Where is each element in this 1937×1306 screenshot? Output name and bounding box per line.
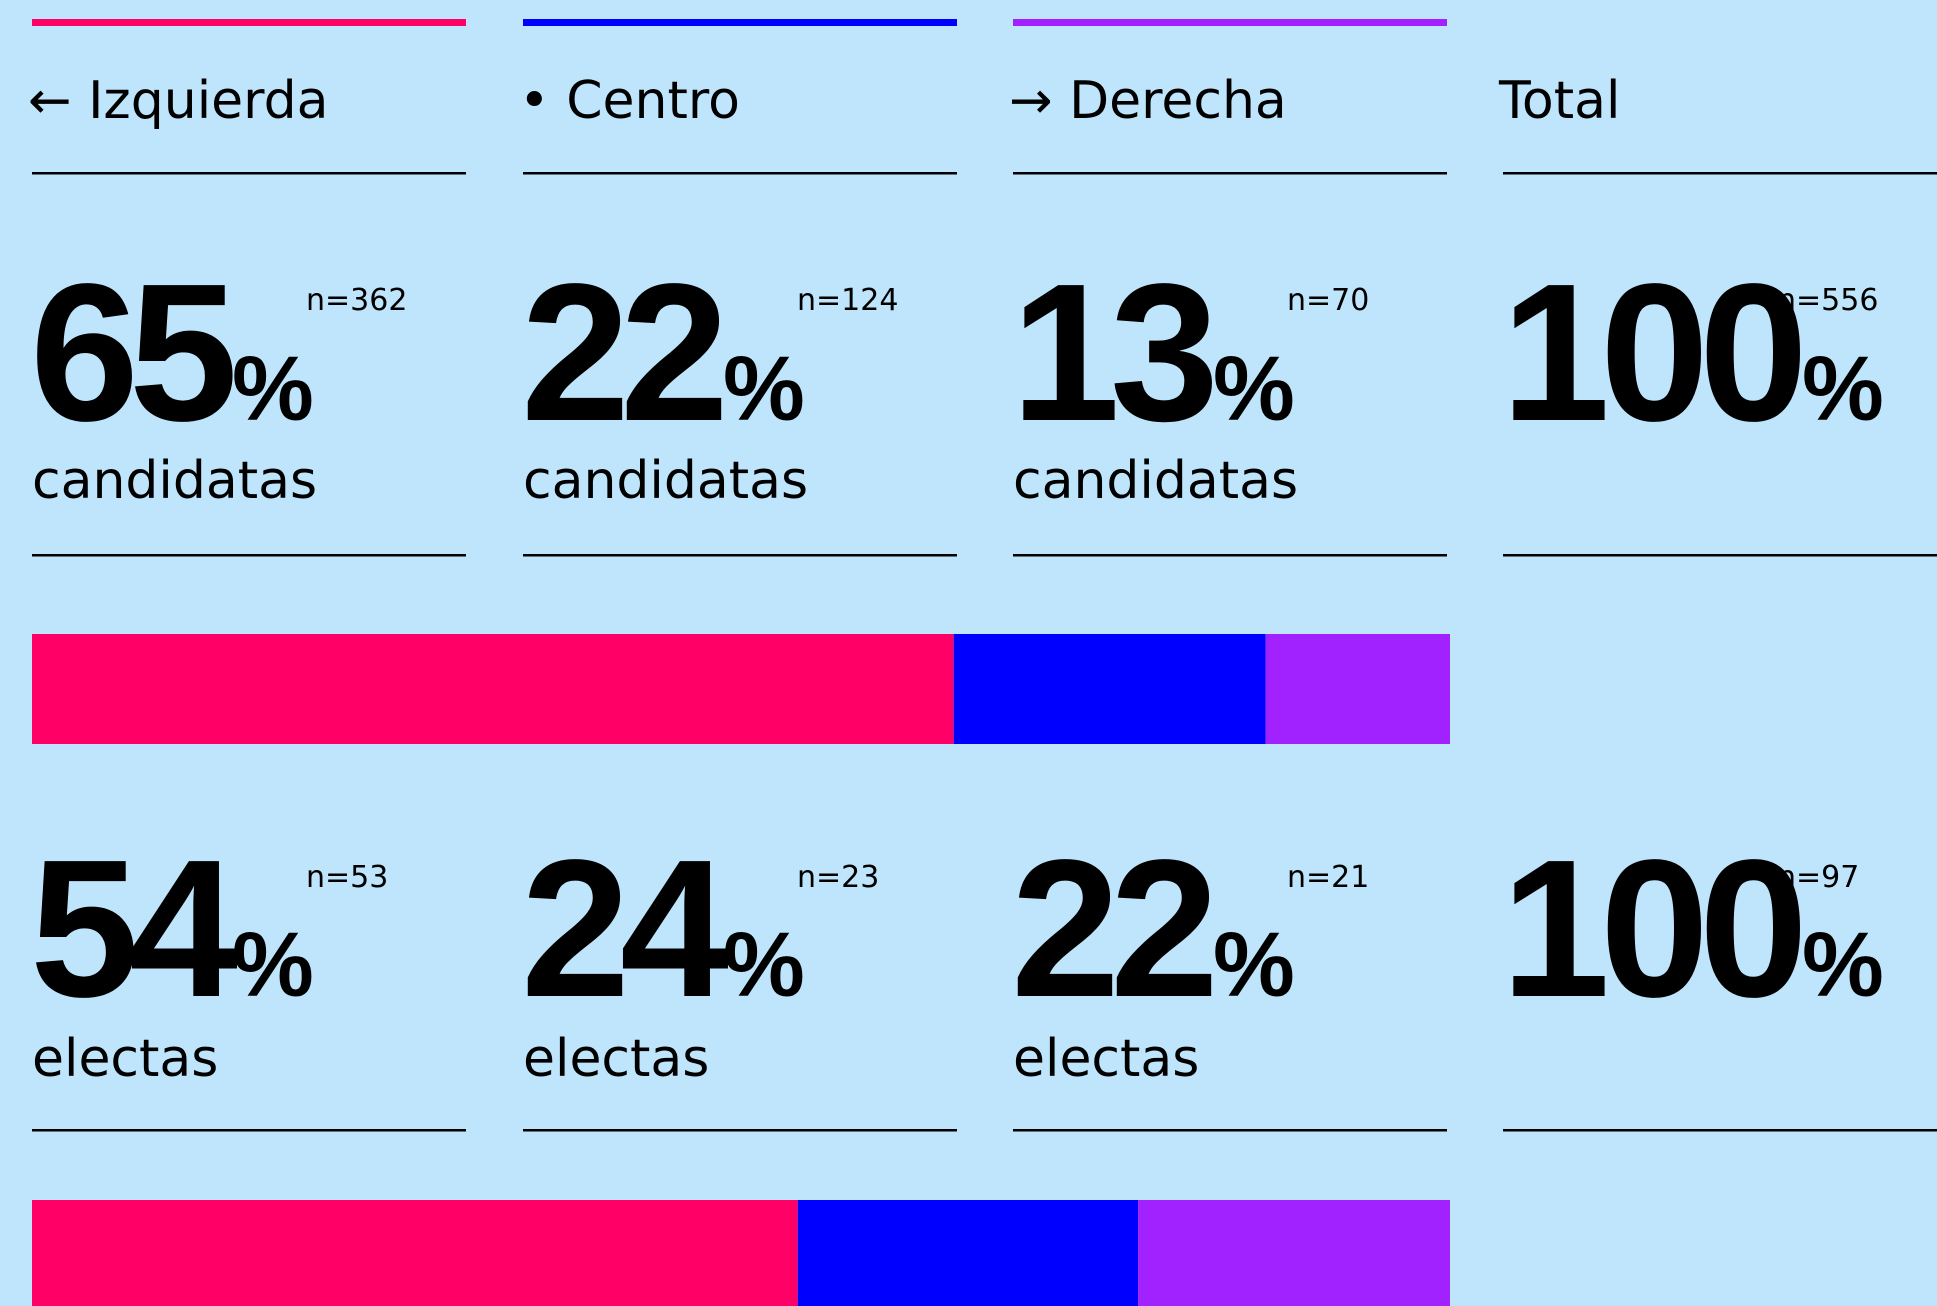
caption: electas — [1013, 1029, 1199, 1089]
column-color-line — [523, 19, 957, 26]
percent-sign: % — [232, 338, 314, 440]
bar-segment — [953, 634, 1266, 744]
divider — [1013, 172, 1447, 175]
column-header: • Centro — [519, 71, 740, 131]
percentage: 22 — [521, 243, 722, 462]
bar-segment — [797, 1200, 1139, 1306]
percentage: 100 — [1501, 243, 1800, 462]
column-color-line — [32, 19, 466, 26]
percentage: 24 — [521, 819, 728, 1038]
percent-sign: % — [1802, 914, 1884, 1016]
divider — [1503, 172, 1937, 175]
bar-segment — [1265, 634, 1450, 744]
sample-size: n=97 — [1777, 860, 1859, 895]
percent-sign: % — [723, 914, 805, 1016]
percent-sign: % — [1213, 338, 1295, 440]
divider — [523, 554, 957, 557]
divider — [32, 1129, 466, 1132]
divider — [32, 172, 466, 175]
divider — [1503, 1129, 1937, 1132]
divider — [1013, 554, 1447, 557]
percentage: 100 — [1501, 819, 1800, 1038]
divider — [523, 172, 957, 175]
divider — [32, 554, 466, 557]
percent-sign: % — [723, 338, 805, 440]
percent-sign: % — [1802, 338, 1884, 440]
caption: electas — [32, 1029, 218, 1089]
bar-segment — [32, 634, 954, 744]
column-color-line — [1013, 19, 1447, 26]
sample-size: n=124 — [797, 283, 898, 318]
column-header: ← Izquierda — [28, 71, 328, 131]
percent-sign: % — [232, 914, 314, 1016]
sample-size: n=362 — [306, 283, 407, 318]
caption: candidatas — [32, 451, 317, 511]
sample-size: n=21 — [1287, 860, 1369, 895]
percentage: 54 — [30, 819, 237, 1038]
divider — [1503, 554, 1937, 557]
percentage: 65 — [30, 243, 233, 462]
divider — [1013, 1129, 1447, 1132]
caption: electas — [523, 1029, 709, 1089]
bar-segment — [1138, 1200, 1450, 1306]
sample-size: n=70 — [1287, 283, 1369, 318]
divider — [523, 1129, 957, 1132]
percentage: 13 — [1011, 243, 1212, 462]
column-header: Total — [1498, 71, 1620, 131]
percent-sign: % — [1213, 914, 1295, 1016]
sample-size: n=556 — [1777, 283, 1878, 318]
column-header: → Derecha — [1009, 71, 1287, 131]
caption: candidatas — [523, 451, 808, 511]
bar-segment — [32, 1200, 798, 1306]
sample-size: n=23 — [797, 860, 879, 895]
caption: candidatas — [1013, 451, 1298, 511]
sample-size: n=53 — [306, 860, 388, 895]
percentage: 22 — [1011, 819, 1212, 1038]
